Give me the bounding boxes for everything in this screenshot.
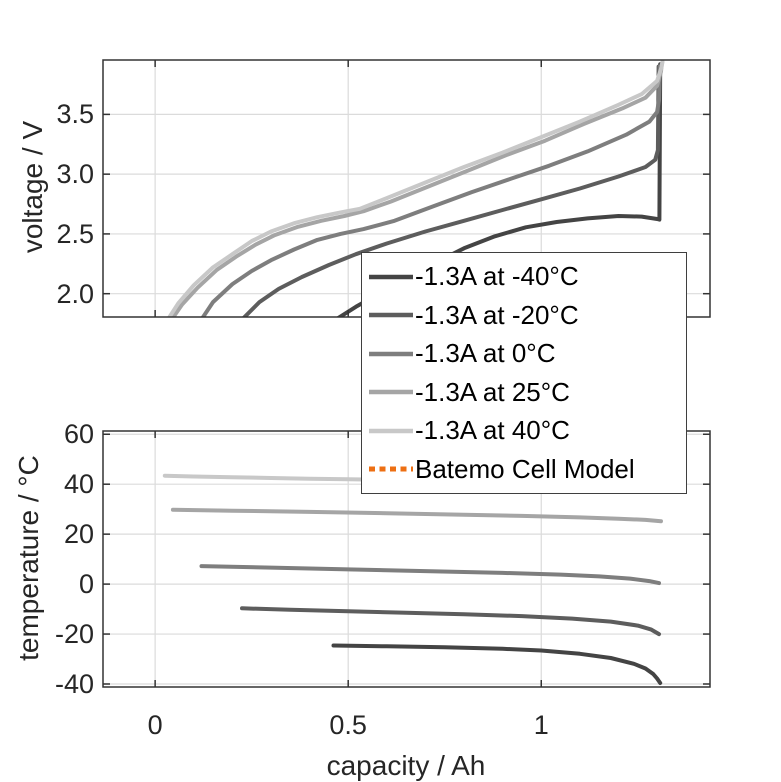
temperature-plot-ytick--40: -40: [54, 669, 94, 699]
temperature-plot-curves: [162, 473, 663, 685]
legend-entry-label: -1.3A at 0°C: [415, 338, 556, 369]
legend-entry-label: -1.3A at -40°C: [415, 261, 579, 292]
temperature-plot-xtick-0: 0: [147, 710, 163, 740]
legend-entry-label: Batemo Cell Model: [415, 453, 635, 484]
voltage-plot-ytick-3.5: 3.5: [56, 99, 94, 130]
legend-entry-label: -1.3A at 25°C: [415, 376, 570, 407]
legend-box: -1.3A at -40°C -1.3A at -20°C -1.3A at 0°C…: [361, 252, 687, 494]
legend-swatch-icon: [369, 390, 413, 395]
voltage-plot-ytick-3.0: 3.0: [56, 159, 94, 190]
legend-entry-label: -1.3A at 40°C: [415, 415, 570, 446]
legend-entry: -1.3A at -40°C: [362, 259, 686, 295]
temperature-plot-ytick-40: 40: [63, 469, 94, 500]
temperature-plot-ytick-60: 60: [63, 419, 94, 450]
voltage-plot-ytick-2.5: 2.5: [56, 218, 94, 249]
voltage-plot-ytick-2.0: 2.0: [56, 278, 94, 309]
legend-swatch-icon: [369, 466, 413, 472]
legend-swatch-icon: [369, 274, 413, 279]
legend-entry: Batemo Cell Model: [362, 451, 686, 487]
legend-entry: -1.3A at 25°C: [362, 374, 686, 410]
legend-entry-label: -1.3A at -20°C: [415, 299, 579, 330]
legend-swatch-icon: [369, 351, 413, 356]
temperature-plot-xtick-0.5: 0.5: [329, 710, 367, 740]
legend-entry: -1.3A at 0°C: [362, 336, 686, 372]
temperature-plot-xtick-1: 1: [533, 710, 549, 740]
capacity-axis-label: capacity / Ah: [326, 750, 486, 781]
legend-entry: -1.3A at -20°C: [362, 297, 686, 333]
legend-swatch-icon: [369, 428, 413, 434]
legend-swatch-icon: [369, 312, 413, 318]
temperature-plot-ytick-20: 20: [63, 519, 94, 550]
temperature-plot-ytick-0: 0: [78, 569, 94, 600]
legend-entry: -1.3A at 40°C: [362, 413, 686, 449]
voltage-plot-curves: [167, 60, 665, 317]
temperature-plot-ytick--20: -20: [54, 619, 94, 650]
